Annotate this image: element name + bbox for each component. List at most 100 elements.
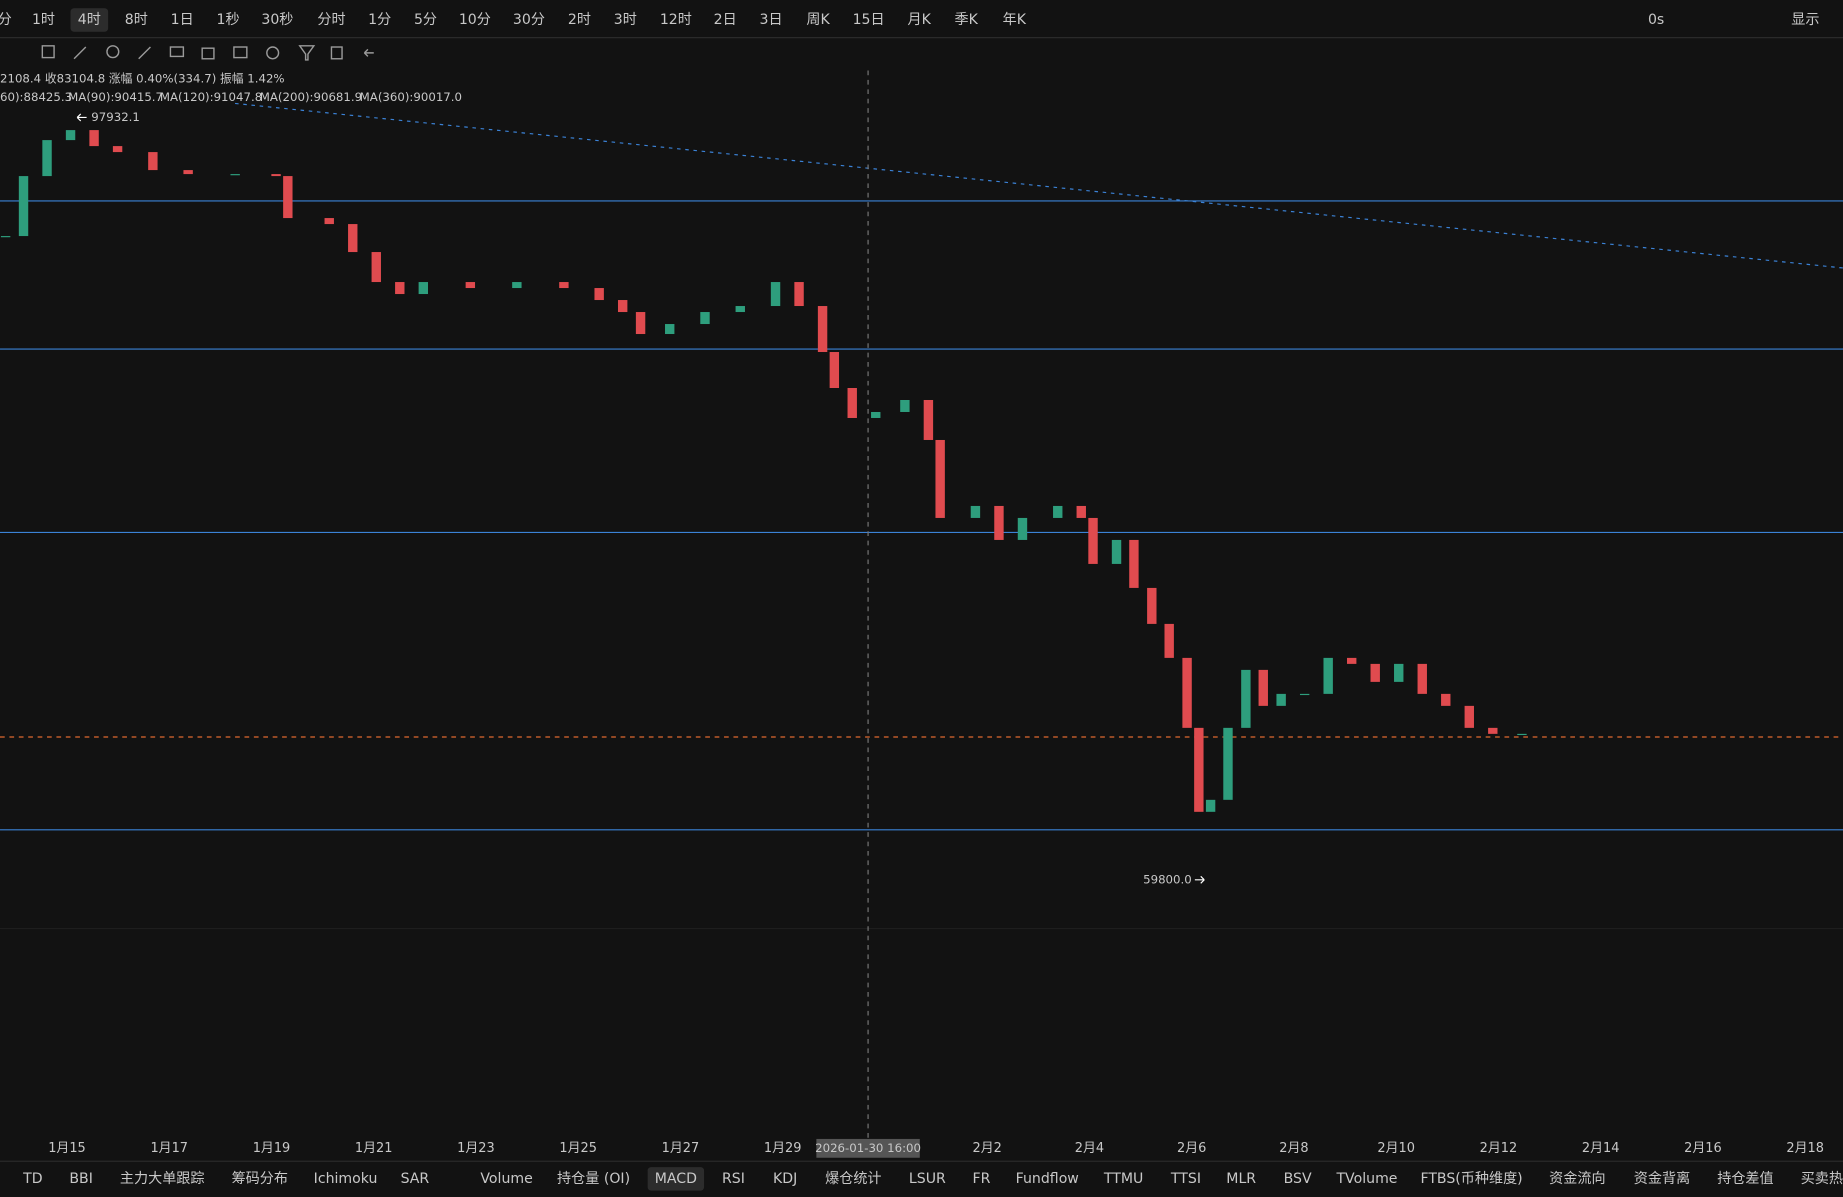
x-tick-label: 1月17 — [150, 1141, 188, 1156]
candle — [148, 152, 158, 171]
period-tab[interactable]: 1时 — [32, 12, 55, 28]
indicator-tab[interactable]: 资金流向 — [1549, 1171, 1605, 1187]
indicator-tab[interactable]: 爆仓统计 — [825, 1171, 881, 1187]
x-tick-label: 1月15 — [48, 1141, 86, 1156]
x-tick-label: 1月25 — [559, 1141, 597, 1156]
period-tab[interactable]: 2日 — [714, 12, 737, 28]
candle — [1076, 505, 1086, 518]
candle — [230, 174, 240, 176]
drawing-tools[interactable] — [41, 45, 374, 61]
indicator-tab[interactable]: MACD — [655, 1171, 697, 1187]
indicator-tab[interactable]: 持仓量 (OI) — [557, 1171, 630, 1187]
candle — [418, 282, 429, 295]
candle — [594, 288, 604, 301]
candle — [829, 352, 840, 388]
candle — [994, 505, 1004, 540]
period-tab[interactable]: 4时 — [78, 12, 101, 28]
candle — [923, 399, 934, 440]
indicator-tab[interactable]: TVolume — [1335, 1171, 1397, 1187]
candle — [559, 282, 569, 289]
candle — [348, 224, 358, 253]
period-tab[interactable]: 1秒 — [216, 12, 239, 28]
candle — [395, 282, 405, 295]
candle — [112, 146, 123, 153]
indicator-tab[interactable]: 买卖热 — [1801, 1171, 1843, 1187]
toolbar-right[interactable]: 显示 — [1791, 12, 1819, 28]
period-tab[interactable]: 5分 — [414, 12, 437, 28]
period-tab[interactable]: 分 — [0, 12, 12, 28]
x-tick-label: 2月16 — [1684, 1141, 1722, 1156]
indicator-tab[interactable]: 主力大单跟踪 — [120, 1171, 205, 1187]
candle — [900, 399, 910, 412]
indicator-tab[interactable]: Volume — [480, 1171, 532, 1187]
period-tab[interactable]: 1分 — [368, 12, 391, 28]
candle — [1464, 705, 1474, 728]
indicator-tab[interactable]: Fundflow — [1016, 1171, 1079, 1187]
candle — [1346, 657, 1357, 664]
indicator-tab[interactable]: BBI — [69, 1171, 93, 1187]
period-tab[interactable]: 分时 — [317, 12, 345, 28]
period-tab[interactable]: 12时 — [660, 12, 692, 28]
period-tab[interactable]: 周K — [806, 12, 830, 28]
trend-line — [235, 102, 1843, 269]
candle — [735, 306, 745, 313]
period-tab[interactable]: 15日 — [853, 12, 885, 28]
candle — [1370, 663, 1380, 682]
indicator-tab[interactable]: TD — [22, 1171, 43, 1187]
candle — [1111, 539, 1122, 564]
period-tab[interactable]: 季K — [954, 12, 978, 28]
indicator-tab[interactable]: 持仓差值 — [1717, 1171, 1773, 1187]
candle — [42, 140, 52, 177]
period-tab[interactable]: 30分 — [513, 12, 545, 28]
period-tab[interactable]: 年K — [1003, 12, 1027, 28]
period-tab[interactable]: 月K — [907, 12, 931, 28]
candle — [1017, 517, 1028, 540]
candle — [817, 306, 828, 353]
candle — [1182, 657, 1192, 728]
candle — [1323, 657, 1333, 694]
period-tab[interactable]: 3日 — [760, 12, 783, 28]
indicator-tab[interactable]: FR — [972, 1171, 990, 1187]
candle — [1194, 727, 1204, 812]
period-tab[interactable]: 30秒 — [261, 12, 293, 28]
candle — [970, 505, 981, 518]
indicator-tab[interactable]: TTSI — [1170, 1171, 1201, 1187]
x-tick-label: 1月19 — [253, 1141, 291, 1156]
candle — [935, 439, 945, 518]
indicator-tab[interactable]: RSI — [722, 1171, 745, 1187]
period-tab[interactable]: 10分 — [459, 12, 491, 28]
ma-label: MA(360):90017.0 — [360, 90, 462, 104]
low-label: 59800.0 — [1143, 872, 1192, 886]
period-tab[interactable]: 8时 — [125, 12, 148, 28]
period-tab[interactable]: 2时 — [568, 12, 591, 28]
indicator-tab[interactable]: 筹码分布 — [232, 1170, 288, 1187]
x-tick-label: 1月23 — [457, 1141, 495, 1156]
toolbar-right[interactable]: 0s — [1648, 12, 1664, 28]
x-tick-label: 2月18 — [1786, 1141, 1824, 1156]
indicator-tab[interactable]: LSUR — [909, 1171, 946, 1187]
x-tick-label: 2月14 — [1582, 1141, 1620, 1156]
candle — [1205, 799, 1216, 812]
candle — [1258, 669, 1268, 706]
candle — [371, 252, 381, 283]
indicator-tab[interactable]: SAR — [401, 1171, 430, 1187]
indicator-tab[interactable]: Ichimoku — [314, 1171, 378, 1187]
indicator-tab[interactable]: 资金背离 — [1634, 1170, 1690, 1187]
indicator-tab[interactable]: BSV — [1284, 1171, 1312, 1187]
candle — [465, 282, 476, 289]
candle — [1276, 693, 1286, 706]
x-tick-label: 2月8 — [1279, 1141, 1308, 1156]
candle — [1417, 663, 1427, 694]
candle — [0, 236, 11, 238]
indicator-tab[interactable]: FTBS(币种维度) — [1420, 1171, 1522, 1187]
crosshair-label: 2026-01-30 16:00 — [815, 1141, 921, 1155]
period-tab[interactable]: 3时 — [614, 12, 637, 28]
indicator-tab[interactable]: MLR — [1226, 1171, 1256, 1187]
indicator-tab[interactable]: KDJ — [773, 1171, 797, 1187]
indicator-tab[interactable]: TTMU — [1103, 1171, 1143, 1187]
period-tab[interactable]: 1日 — [171, 12, 194, 28]
crosshair-label-bg — [816, 1138, 920, 1158]
candle — [1053, 505, 1063, 518]
low-arrow — [1194, 875, 1205, 884]
